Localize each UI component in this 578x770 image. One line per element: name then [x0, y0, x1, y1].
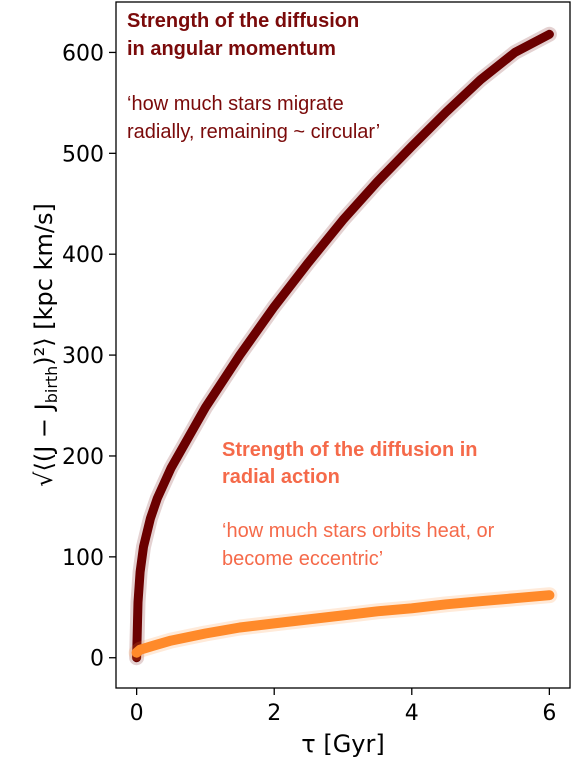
annotation-angular-sub-line1: ‘how much stars migrate [127, 93, 344, 115]
y-tick-label: 300 [62, 344, 104, 369]
y-tick-label: 100 [62, 546, 104, 571]
x-tick-label: 2 [267, 701, 281, 726]
plot-frame [115, 1, 571, 689]
x-tick-label: 6 [542, 701, 556, 726]
annotation-radial-title-line2: radial action [222, 466, 340, 488]
annotation-radial-title-line1: Strength of the diffusion in [222, 439, 478, 461]
y-tick-label: 0 [90, 647, 104, 672]
x-tick-label: 4 [405, 701, 419, 726]
annotation-angular-title-line2: in angular momentum [127, 38, 336, 60]
y-axis-label: √⟨(J − Jbirth)²⟩ [kpc km/s] [30, 203, 61, 487]
x-axis-label: τ [Gyr] [301, 730, 384, 758]
y-tick-label: 400 [62, 243, 104, 268]
y-axis-label-prefix: √⟨(J − J [30, 403, 58, 487]
series-0-line [132, 29, 554, 663]
y-tick-label: 200 [62, 445, 104, 470]
annotation-angular-sub-line2: radially, remaining ~ circular’ [127, 121, 380, 143]
series-layer [128, 26, 558, 666]
series-1-line [131, 590, 555, 658]
annotation-angular-title-line1: Strength of the diffusion [127, 10, 359, 32]
annotation-angular-momentum: Strength of the diffusion in angular mom… [127, 10, 380, 143]
annotation-radial-sub-line1: ‘how much stars orbits heat, or [222, 520, 495, 542]
ticks-layer: 0 2 4 6 0 100 200 300 400 500 600 [62, 41, 556, 726]
y-axis-label-suffix: )²⟩ [kpc km/s] [30, 203, 58, 366]
x-tick-label: 0 [130, 701, 144, 726]
y-tick-label: 600 [62, 41, 104, 66]
y-tick-label: 500 [62, 142, 104, 167]
annotation-radial-sub-line2: become eccentric’ [222, 548, 383, 570]
annotation-radial-action: Strength of the diffusion in radial acti… [222, 439, 495, 570]
y-axis-label-subscript: birth [42, 366, 61, 404]
